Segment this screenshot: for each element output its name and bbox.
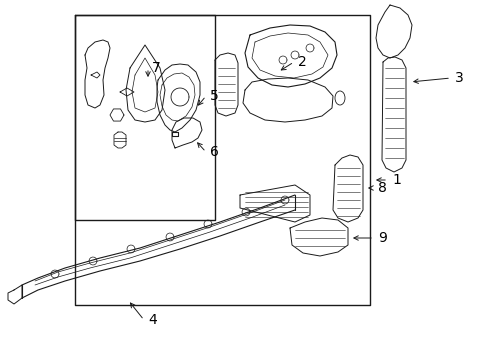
- Text: 5: 5: [210, 89, 219, 103]
- Text: 7: 7: [152, 61, 161, 75]
- Text: 2: 2: [298, 55, 307, 69]
- Text: 9: 9: [378, 231, 387, 245]
- Text: 6: 6: [210, 145, 219, 159]
- Text: 8: 8: [378, 181, 387, 195]
- Text: 3: 3: [455, 71, 464, 85]
- Text: 4: 4: [148, 313, 157, 327]
- Text: 1: 1: [392, 173, 401, 187]
